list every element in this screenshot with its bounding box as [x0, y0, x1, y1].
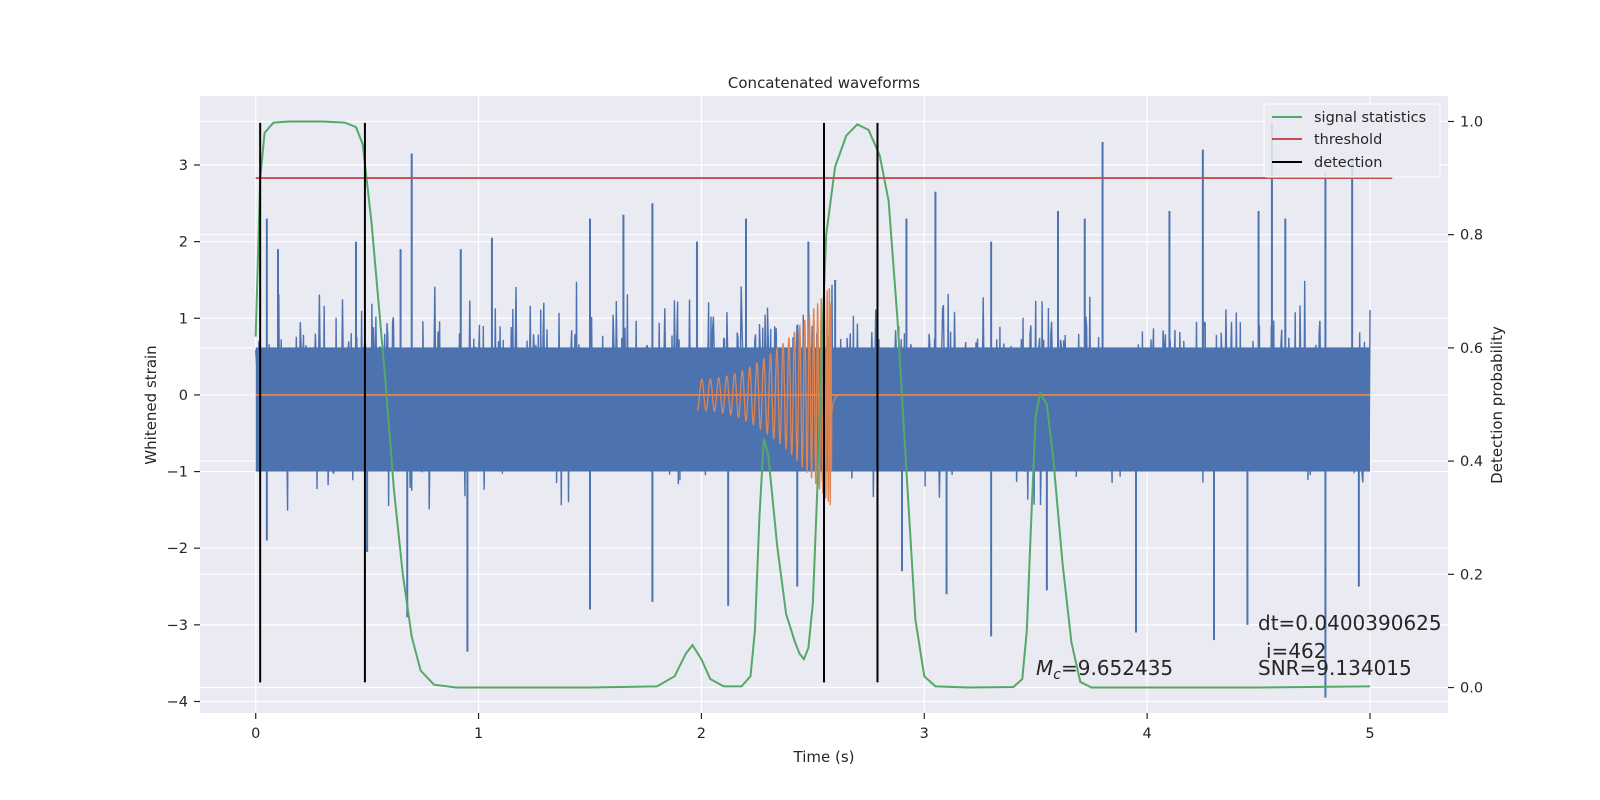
y2-tick-label: 0.6 [1460, 341, 1483, 357]
y2-tick-label: 0.8 [1460, 228, 1483, 244]
y2-tick-label: 1.0 [1460, 114, 1483, 130]
template-chirp [696, 287, 840, 506]
legend-label-threshold: threshold [1314, 132, 1382, 148]
y2-tick-label: 0.0 [1460, 681, 1483, 697]
annotations: Mc=9.652435 dt=0.0400390625 i=462 SNR=9.… [1036, 611, 1442, 683]
x-tick-label: 3 [920, 726, 929, 742]
y-tick-label: −4 [167, 695, 188, 711]
mc-value: =9.652435 [1061, 656, 1173, 680]
y-tick-label: −1 [167, 465, 188, 481]
y-axis-ticks: −4 −3 −2 −1 0 1 2 3 [167, 158, 200, 711]
x-axis-ticks: 0 1 2 3 4 5 [251, 713, 1375, 742]
legend-box [1263, 103, 1441, 178]
y-tick-label: −3 [167, 618, 188, 634]
y-tick-label: −2 [167, 541, 188, 557]
y-tick-label: 0 [179, 388, 188, 404]
x-tick-label: 4 [1143, 726, 1152, 742]
detection-series [259, 122, 879, 683]
legend-label-signal-statistics: signal statistics [1314, 110, 1426, 126]
signal-statistics-line [254, 120, 1371, 689]
legend: signal statistics threshold detection [1263, 103, 1441, 178]
x-tick-label: 5 [1365, 726, 1374, 742]
x-axis-label: Time (s) [793, 748, 855, 766]
y2-axis-ticks: 0.0 0.2 0.4 0.6 0.8 1.0 [1448, 114, 1483, 697]
i-annotation: i=462 [1266, 639, 1327, 663]
y2-axis-label: Detection probability [1488, 326, 1506, 484]
signal-statistics-series [254, 120, 1371, 689]
legend-label-detection: detection [1314, 155, 1382, 171]
y-tick-label: 1 [179, 311, 188, 327]
dt-annotation: dt=0.0400390625 [1258, 611, 1442, 635]
y-axis-label: Whitened strain [142, 345, 160, 464]
mc-annotation: Mc=9.652435 [1036, 656, 1173, 683]
mc-symbol: M [1036, 656, 1053, 680]
chirp-template-series [255, 287, 1370, 506]
y-tick-label: 2 [179, 235, 188, 251]
chart-title: Concatenated waveforms [728, 74, 920, 92]
snr-annotation: SNR=9.134015 [1258, 656, 1412, 680]
mc-subscript: c [1053, 667, 1061, 683]
x-tick-label: 1 [474, 726, 483, 742]
y2-tick-label: 0.4 [1460, 454, 1483, 470]
y-tick-label: 3 [179, 158, 188, 174]
y2-tick-label: 0.2 [1460, 567, 1483, 583]
x-tick-label: 2 [697, 726, 706, 742]
x-tick-label: 0 [251, 726, 260, 742]
